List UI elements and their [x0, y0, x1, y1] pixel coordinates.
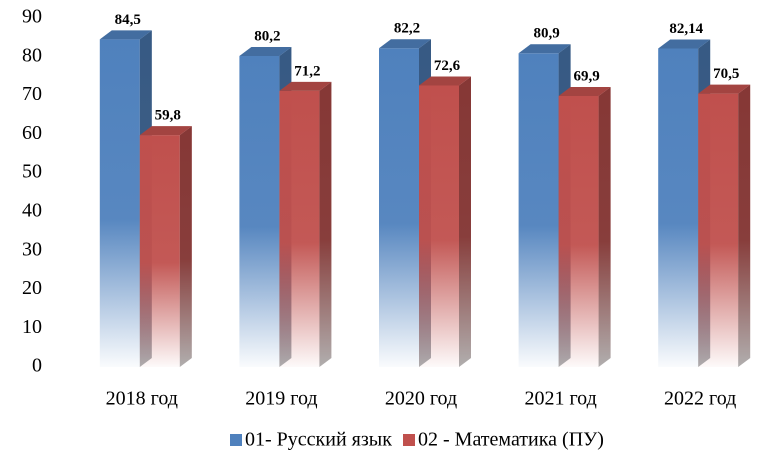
- bar-top-shade: [99, 30, 152, 40]
- value-label: 69,9: [573, 68, 599, 84]
- value-label: 80,2: [254, 28, 280, 44]
- bar-top-shade: [139, 126, 192, 136]
- legend-marker: [230, 434, 242, 446]
- y-tick-label: 20: [22, 277, 42, 299]
- bar-top-shade: [239, 47, 292, 57]
- bar-top: [139, 126, 192, 136]
- legend-label: 02 - Математика (ПУ): [418, 429, 604, 451]
- legend-marker: [403, 434, 415, 446]
- value-label: 84,5: [115, 12, 141, 28]
- y-tick-label: 40: [22, 199, 42, 221]
- value-label: 70,5: [713, 66, 739, 82]
- bar-side-shade: [738, 84, 751, 367]
- bar-side-shade: [598, 86, 611, 368]
- x-tick-label: 2020 год: [385, 388, 457, 410]
- bar-top: [239, 47, 292, 57]
- bar-side-shade: [179, 126, 192, 367]
- value-label: 72,6: [434, 58, 461, 74]
- bar: [558, 95, 599, 368]
- bar: [239, 56, 280, 367]
- bar: [698, 93, 739, 367]
- x-tick-label: 2021 год: [524, 388, 596, 410]
- value-label: 71,2: [294, 63, 320, 79]
- x-tick-label: 2022 год: [664, 388, 736, 410]
- bar-top-shade: [558, 86, 611, 96]
- bar: [99, 39, 140, 367]
- bar-top-shade: [518, 44, 571, 54]
- bar-top: [658, 39, 711, 49]
- bar-top: [558, 86, 611, 96]
- bar-top: [279, 81, 332, 91]
- bar-top-shade: [658, 39, 711, 49]
- bar: [379, 48, 419, 367]
- x-tick-label: 2019 год: [245, 388, 317, 410]
- y-tick-label: 10: [22, 316, 42, 338]
- x-tick-label: 2018 год: [106, 388, 178, 410]
- y-tick-label: 30: [22, 238, 42, 260]
- bar-top: [518, 44, 571, 54]
- bar-top-shade: [279, 81, 332, 91]
- value-label: 59,8: [155, 108, 181, 124]
- bar: [139, 135, 180, 367]
- value-label: 80,9: [533, 26, 559, 42]
- bar-side-shade: [459, 76, 471, 368]
- y-tick-label: 60: [22, 122, 42, 144]
- bar: [658, 48, 699, 367]
- bar-top: [419, 76, 471, 86]
- bar-top-shade: [379, 39, 431, 49]
- bar: [518, 53, 559, 367]
- bar: [279, 90, 320, 367]
- y-tick-label: 50: [22, 161, 42, 183]
- bar-side: [179, 126, 192, 367]
- value-label: 82,2: [394, 21, 420, 37]
- value-label: 82,14: [669, 21, 703, 37]
- bar-top-shade: [698, 84, 751, 94]
- bar-top: [698, 84, 751, 94]
- bar-side: [459, 76, 471, 368]
- bar-side: [598, 86, 611, 368]
- y-tick-label: 70: [22, 83, 42, 105]
- bar: [419, 85, 459, 368]
- bar-side: [738, 84, 751, 367]
- bar-top-shade: [419, 76, 471, 86]
- y-tick-label: 0: [32, 355, 42, 377]
- bar-top: [99, 30, 152, 40]
- bar-top: [379, 39, 431, 49]
- bar-side: [319, 81, 332, 367]
- y-tick-label: 90: [22, 6, 42, 28]
- bar-side-shade: [319, 81, 332, 367]
- legend-label: 01- Русский язык: [245, 429, 392, 451]
- y-tick-label: 80: [22, 44, 42, 66]
